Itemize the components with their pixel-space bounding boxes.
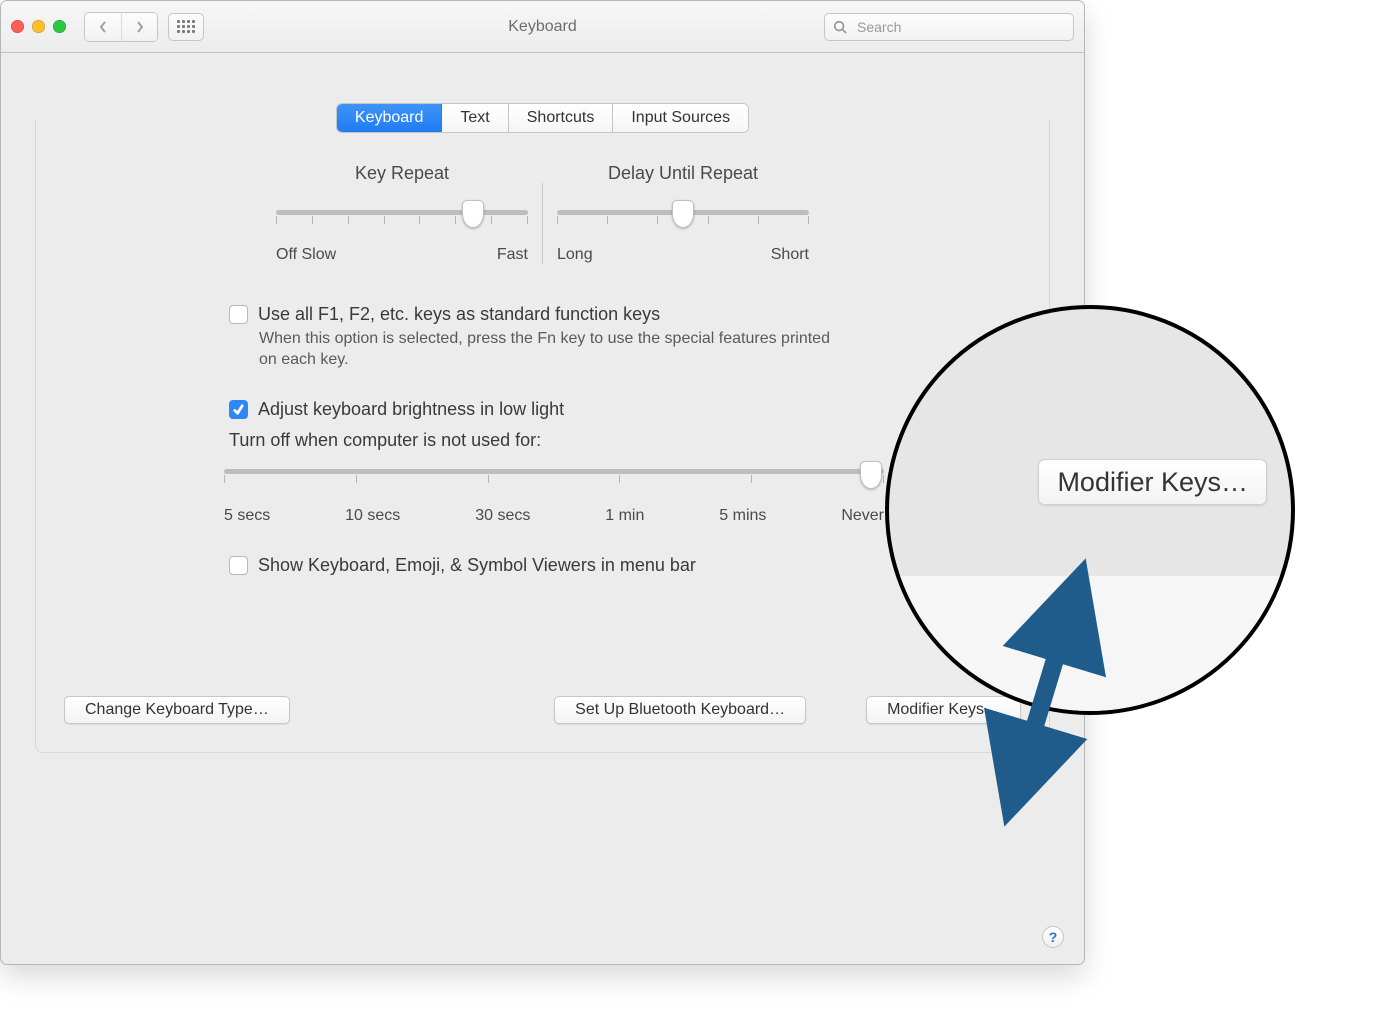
idle-slider-group: 5 secs 10 secs 30 secs 1 min 5 mins Never [224,461,884,525]
idle-slider[interactable] [224,461,884,501]
show-viewers-row[interactable]: Show Keyboard, Emoji, & Symbol Viewers i… [64,555,1021,576]
checkmark-icon [232,403,245,416]
idle-label: 30 secs [475,507,530,525]
search-wrapper [824,13,1074,41]
help-button[interactable]: ? [1042,926,1064,948]
callout-modifier-keys-button: Modifier Keys… [1038,459,1267,505]
idle-title: Turn off when computer is not used for: [64,430,1021,451]
window-toolbar: Keyboard [1,1,1084,53]
show-viewers-label: Show Keyboard, Emoji, & Symbol Viewers i… [258,555,696,576]
back-forward-group [84,12,158,42]
delay-repeat-group: Delay Until Repeat Long Short [543,163,823,264]
show-all-button[interactable] [168,13,204,41]
fn-keys-row[interactable]: Use all F1, F2, etc. keys as standard fu… [64,304,1021,325]
idle-labels: 5 secs 10 secs 30 secs 1 min 5 mins Never [224,507,884,525]
idle-thumb[interactable] [860,461,882,489]
chevron-right-icon [135,20,145,34]
brightness-label: Adjust keyboard brightness in low light [258,399,564,420]
brightness-checkbox[interactable] [229,400,248,419]
chevron-left-icon [98,20,108,34]
key-repeat-label-left: Off Slow [276,246,336,264]
idle-label: 1 min [605,507,644,525]
traffic-lights [11,20,66,33]
idle-label: Never [841,507,884,525]
idle-label: 10 secs [345,507,400,525]
fn-keys-checkbox[interactable] [229,305,248,324]
key-repeat-thumb[interactable] [462,200,484,228]
tab-shortcuts[interactable]: Shortcuts [509,104,614,132]
change-keyboard-type-button[interactable]: Change Keyboard Type… [64,696,290,724]
minimize-button[interactable] [32,20,45,33]
key-repeat-title: Key Repeat [262,163,542,184]
search-input[interactable] [824,13,1074,41]
set-up-bluetooth-button[interactable]: Set Up Bluetooth Keyboard… [554,696,806,724]
show-viewers-checkbox[interactable] [229,556,248,575]
bottom-buttons: Change Keyboard Type… Set Up Bluetooth K… [64,696,1021,724]
key-repeat-label-right: Fast [497,246,528,264]
sliders-row: Key Repeat Off Slow Fast Delay Until Rep… [64,163,1021,264]
key-repeat-slider[interactable] [276,200,528,240]
fn-keys-label: Use all F1, F2, etc. keys as standard fu… [258,304,660,325]
close-button[interactable] [11,20,24,33]
brightness-row[interactable]: Adjust keyboard brightness in low light [64,399,1021,420]
tab-keyboard[interactable]: Keyboard [337,104,443,132]
idle-label: 5 mins [719,507,766,525]
search-icon [833,20,847,34]
grid-icon [177,20,195,33]
delay-repeat-slider[interactable] [557,200,809,240]
tab-input-sources[interactable]: Input Sources [613,104,748,132]
key-repeat-group: Key Repeat Off Slow Fast [262,163,542,264]
fn-keys-subtext: When this option is selected, press the … [64,329,1021,371]
zoom-button[interactable] [53,20,66,33]
back-button[interactable] [85,13,121,41]
tab-text[interactable]: Text [442,104,508,132]
delay-repeat-title: Delay Until Repeat [543,163,823,184]
window-title: Keyboard [508,18,577,36]
delay-repeat-label-right: Short [771,246,809,264]
forward-button[interactable] [121,13,157,41]
delay-repeat-label-left: Long [557,246,593,264]
idle-label: 5 secs [224,507,270,525]
delay-repeat-thumb[interactable] [672,200,694,228]
callout-magnifier: Modifier Keys… [885,305,1295,715]
